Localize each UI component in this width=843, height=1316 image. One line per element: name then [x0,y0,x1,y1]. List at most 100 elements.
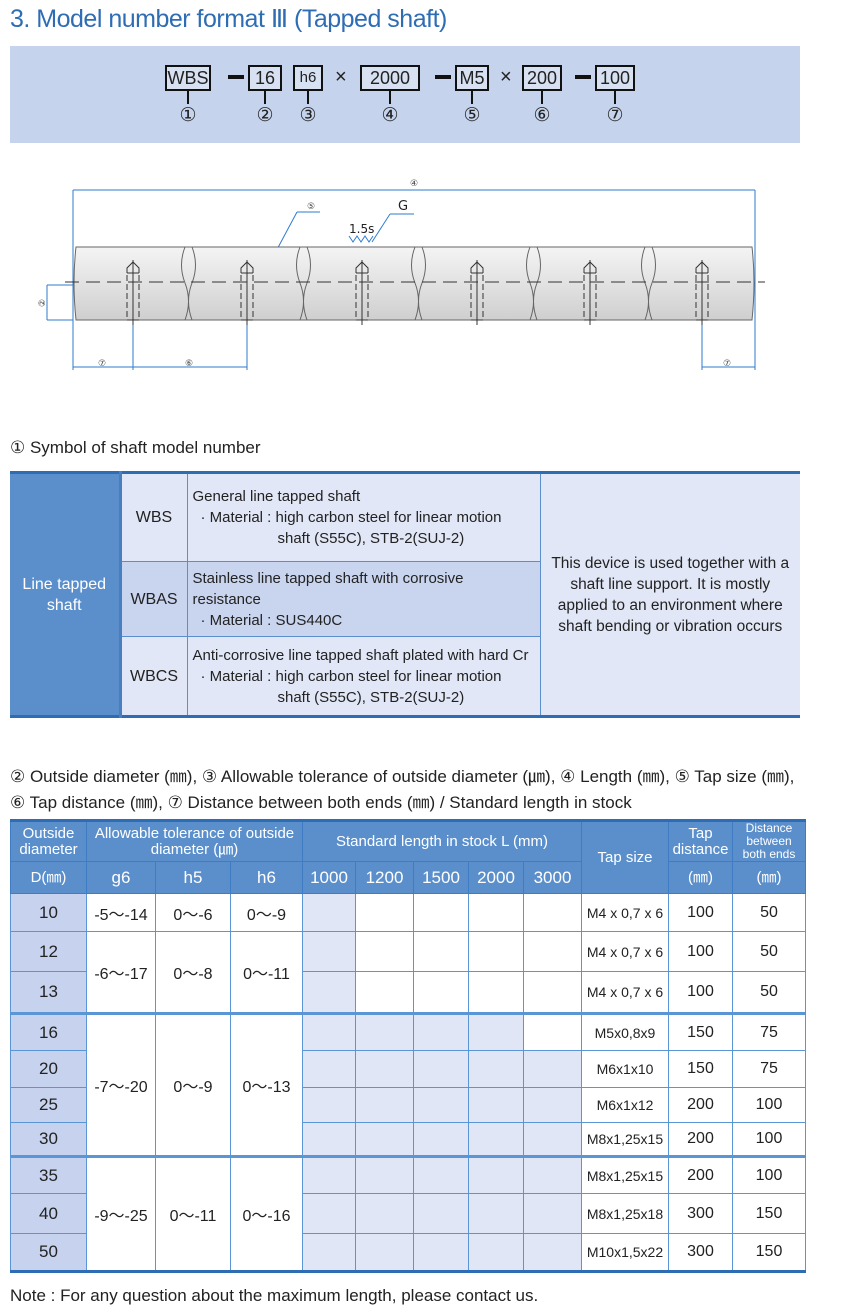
label-length: ④ [410,179,418,189]
header-tolerance: Allowable tolerance of outside diameter … [86,820,303,862]
stock-cell-available [302,1012,356,1051]
header-stock-1500: 1500 [413,861,469,894]
header-stock-2000: 2000 [468,861,524,894]
stock-cell-available [468,1155,524,1194]
header-diameter-unit: D(㎜) [10,861,87,894]
tap-distance-cell: 100 [668,971,733,1014]
tolerance-g6-cell: -5～-14 [86,893,156,932]
tolerance-g6-cell: -7～-20 [86,1012,156,1157]
stock-cell-available [523,1155,582,1194]
table-row: 10 -5～-14 0～-6 0～-9 M4 x 0,7 x 6 100 50 [10,893,806,932]
stock-cell-available [413,1050,469,1088]
stock-cell-available [523,1050,582,1088]
format-times: × [335,66,347,88]
end-distance-cell: 75 [732,1050,806,1088]
footer-note: Note : For any question about the maximu… [10,1286,539,1305]
format-dash [575,75,591,79]
format-number: ① [179,105,197,126]
tap-distance-cell: 200 [668,1087,733,1123]
label-grind: G [398,199,408,214]
category-cell: Line tapped shaft [10,472,122,717]
end-distance-cell: 150 [732,1233,806,1272]
label-end-right: ⑦ [723,359,731,369]
stock-cell-available [355,1050,414,1088]
header-tap-distance: Tap distance [668,820,733,862]
header-stock-3000: 3000 [523,861,582,894]
description-material: · Material : high carbon steel for linea… [200,667,502,685]
tap-distance-cell: 200 [668,1155,733,1194]
tolerance-h6-cell: 0～-16 [230,1155,303,1272]
stock-cell-empty [413,931,469,972]
stock-cell-empty [355,971,414,1014]
code-cell: WBAS [120,561,188,637]
tolerance-h5-cell: 0～-11 [155,1155,231,1272]
table-row: 25 M6x1x12 200 100 [10,1087,806,1123]
header-stock-1000: 1000 [302,861,356,894]
tolerance-g6-cell: -6～-17 [86,931,156,1014]
stock-cell-available [302,931,356,972]
diameter-cell: 30 [10,1122,87,1157]
format-part-end-distance: 100 [595,65,635,91]
tap-size-cell: M6x1x12 [581,1087,669,1123]
stock-cell-available [355,1193,414,1234]
tap-distance-cell: 100 [668,893,733,932]
tap-distance-cell: 150 [668,1050,733,1088]
tap-size-cell: M8x1,25x15 [581,1155,669,1194]
header-stock: Standard length in stock L (mm) [302,820,582,862]
tolerance-h5-cell: 0～-8 [155,931,231,1014]
format-number: ⑥ [533,105,551,126]
end-distance-cell: 150 [732,1193,806,1234]
format-times: × [500,66,512,88]
format-part-length: 2000 [360,65,420,91]
stock-cell-available [302,1155,356,1194]
header-tap-size: Tap size [581,820,669,894]
tap-size-cell: M4 x 0,7 x 6 [581,893,669,932]
format-number: ⑦ [606,105,624,126]
header-end-distance: Distance between both ends [732,820,806,862]
format-dash [435,75,451,79]
spec-section-heading: ② Outside diameter (㎜), ③ Allowable tole… [10,767,795,786]
header-g6: g6 [86,861,156,894]
description-material: · Material : high carbon steel for linea… [200,509,502,526]
end-distance-cell: 50 [732,893,806,932]
header-tap-distance-unit: (㎜) [668,861,733,894]
end-distance-cell: 100 [732,1087,806,1123]
stock-cell-empty [413,971,469,1014]
format-part-diameter: 16 [248,65,282,91]
end-distance-cell: 100 [732,1122,806,1157]
stock-cell-available [523,1122,582,1157]
shaft-drawing: ④ ⑤ G 1.5s ② ⑦ ⑥ ⑦ [38,179,765,370]
header-h6: h6 [230,861,303,894]
tap-size-cell: M8x1,25x15 [581,1122,669,1157]
tap-size-cell: M4 x 0,7 x 6 [581,931,669,972]
tap-size-cell: M6x1x10 [581,1050,669,1088]
diameter-cell: 16 [10,1012,87,1051]
stock-cell-empty [523,1012,582,1051]
end-distance-cell: 50 [732,931,806,972]
tap-distance-cell: 300 [668,1233,733,1272]
symbol-row: Line tapped shaft WBS General line tappe… [10,472,800,717]
tolerance-h6-cell: 0～-13 [230,1012,303,1157]
format-number: ③ [299,105,317,126]
usage-note: This device is used together with a shaf… [539,472,800,717]
stock-cell-available [302,1193,356,1234]
stock-cell-available [302,893,356,932]
header-h5: h5 [155,861,231,894]
stock-cell-empty [413,893,469,932]
diameter-cell: 20 [10,1050,87,1088]
description-material: shaft (S55C), STB-2(SUJ-2) [277,530,465,547]
label-pitch: ⑥ [185,359,193,369]
stock-cell-available [468,1193,524,1234]
spec-table-body: 10 -5～-14 0～-6 0～-9 M4 x 0,7 x 6 100 50 12 -6～-1… [10,893,806,1272]
code-cell: WBS [119,472,188,562]
tap-distance-cell: 100 [668,931,733,972]
tap-distance-cell: 150 [668,1012,733,1051]
stock-cell-empty [355,893,414,932]
diameter-cell: 35 [10,1155,87,1194]
stock-cell-available [468,1050,524,1088]
stock-cell-available [302,971,356,1014]
stock-cell-available [523,1087,582,1123]
format-dash [228,75,244,79]
stock-cell-available [355,1122,414,1157]
format-part-tap-distance: 200 [522,65,562,91]
